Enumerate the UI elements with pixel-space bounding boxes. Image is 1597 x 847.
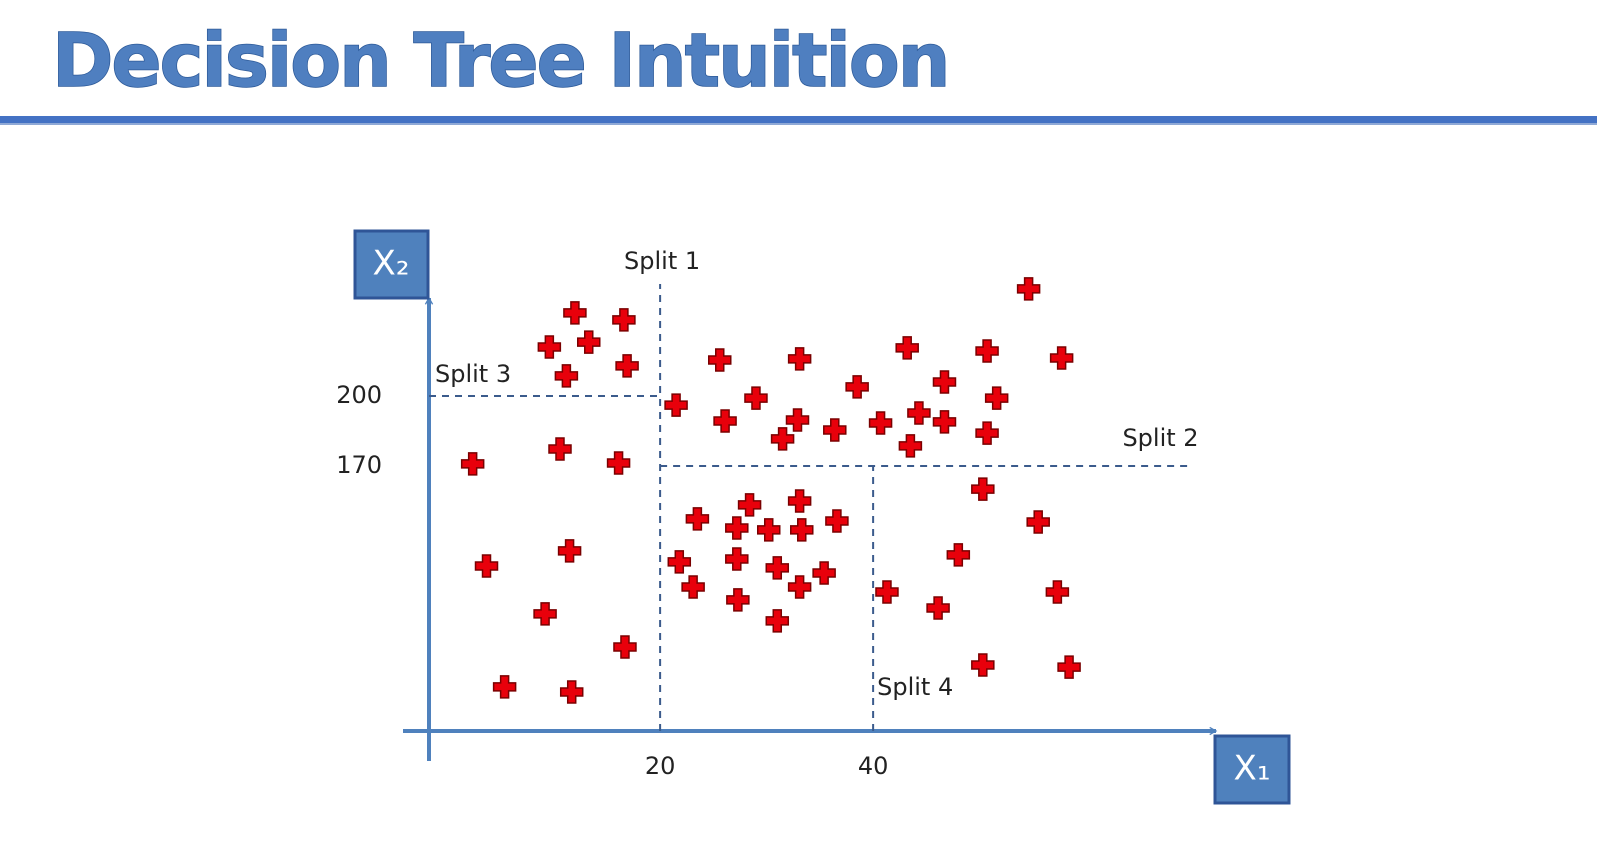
data-point [1049, 346, 1074, 370]
data-point [898, 434, 923, 458]
data-point [770, 427, 795, 451]
split-label: Split 3 [435, 360, 511, 388]
points [460, 277, 1081, 704]
data-point [664, 393, 688, 417]
data-point [971, 653, 995, 677]
data-point [825, 509, 849, 533]
data-point [984, 386, 1009, 410]
split-label: Split 4 [877, 673, 953, 701]
data-point [868, 411, 893, 435]
y-tick-label: 200 [336, 381, 382, 409]
data-point [787, 575, 812, 599]
data-point [785, 408, 810, 432]
splits: Split 1 Split 2 Split 3 Split 4 [429, 247, 1199, 731]
data-point [765, 609, 790, 633]
data-point [559, 680, 584, 704]
data-point [895, 336, 919, 360]
data-point [557, 539, 582, 563]
data-point [946, 543, 971, 567]
data-point [932, 410, 957, 434]
data-point [1057, 655, 1081, 679]
data-point [1016, 277, 1041, 301]
x-axis-label: X₁ [1234, 749, 1271, 789]
data-point [554, 364, 579, 388]
x-tick-label: 20 [645, 752, 676, 780]
data-point [823, 418, 847, 442]
data-point [726, 588, 750, 612]
data-point [756, 518, 781, 542]
data-point [907, 401, 931, 425]
data-point [975, 339, 999, 363]
data-point [926, 596, 950, 620]
split-label: Split 1 [624, 247, 700, 275]
data-point [790, 518, 814, 542]
slide-title: Decision Tree Intuition [52, 18, 948, 104]
data-point [533, 602, 557, 626]
data-point [492, 675, 517, 699]
y-tick-label: 170 [336, 451, 382, 479]
data-point [548, 437, 572, 461]
data-point [875, 580, 899, 604]
data-point [460, 452, 485, 476]
data-point [685, 507, 710, 531]
y-axis-label: X₂ [373, 244, 410, 284]
title-rule-shadow [0, 123, 1597, 125]
x-tick-label: 40 [858, 752, 889, 780]
data-point [681, 575, 705, 599]
data-point [577, 330, 601, 354]
y-axis-label-box [353, 229, 430, 300]
data-point [737, 493, 762, 517]
data-point [606, 451, 631, 475]
data-point [725, 547, 749, 571]
data-point [845, 375, 869, 399]
x-axis-label-box [1213, 734, 1291, 805]
data-point [474, 554, 499, 578]
data-point [1026, 510, 1050, 534]
data-point [612, 308, 636, 332]
data-point [708, 348, 732, 372]
data-point [563, 301, 587, 325]
data-point [787, 489, 812, 513]
split-label: Split 2 [1122, 424, 1198, 452]
data-point [744, 386, 768, 410]
data-point [613, 635, 637, 659]
data-point [537, 335, 562, 359]
data-point [975, 421, 999, 445]
data-point [971, 477, 995, 501]
data-point [713, 409, 737, 433]
data-point [787, 347, 812, 371]
data-point [932, 370, 957, 394]
data-point [615, 354, 639, 378]
title-rule [0, 116, 1597, 123]
data-point [765, 556, 790, 580]
data-point [667, 550, 692, 574]
data-point [812, 561, 836, 585]
data-point [725, 516, 749, 540]
data-point [1045, 580, 1070, 604]
